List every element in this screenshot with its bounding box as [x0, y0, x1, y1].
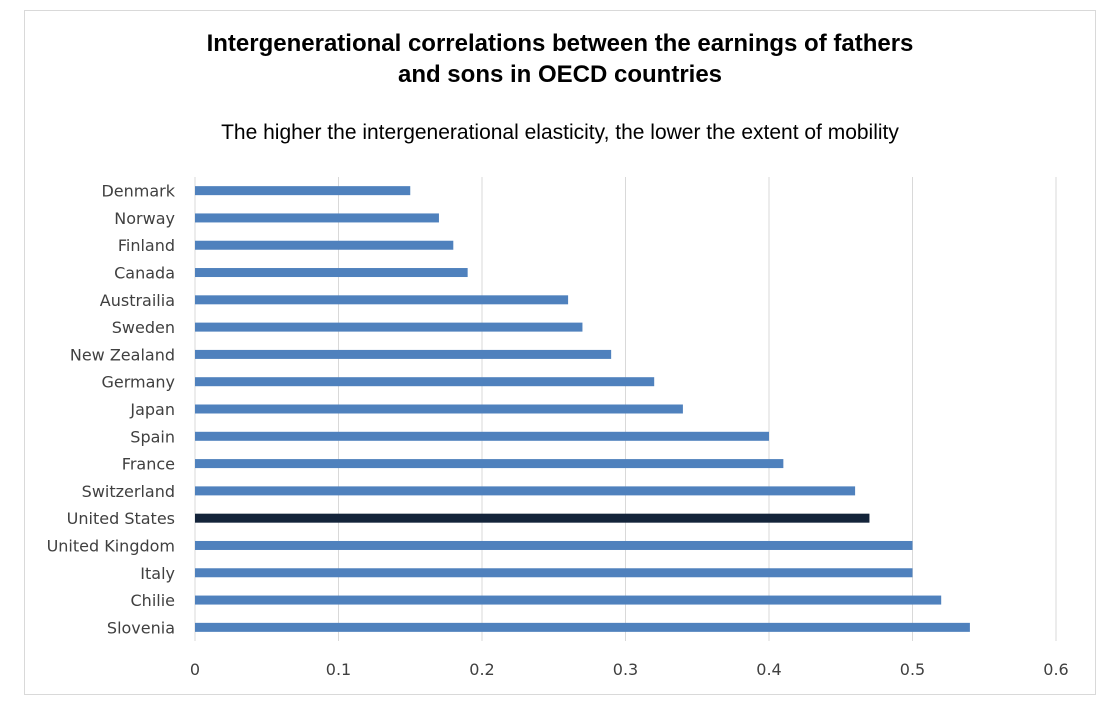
category-label: Chilie [131, 591, 176, 610]
category-label: United Kingdom [47, 536, 175, 555]
category-label: Sweden [112, 318, 175, 337]
category-label: Germany [101, 373, 175, 392]
category-label: France [122, 455, 175, 474]
category-labels: Denmark Norway Finland Canada Austrailia Swed… [47, 182, 176, 638]
x-tick-label: 0.4 [756, 660, 781, 679]
chart-title-line-1: Intergenerational correlations between t… [206, 30, 914, 57]
category-label: United States [67, 509, 175, 528]
bar [195, 595, 942, 605]
bar [195, 322, 583, 332]
bar [195, 513, 870, 523]
bar [195, 486, 856, 496]
category-label: Finland [118, 236, 175, 255]
category-label: Slovenia [107, 618, 175, 637]
bar [195, 186, 411, 196]
bar [195, 213, 439, 223]
category-label: New Zealand [70, 345, 175, 364]
category-label: Austrailia [100, 291, 175, 310]
x-tick-labels: 0 0.1 0.2 0.3 0.4 0.5 0.6 [190, 660, 1069, 679]
category-label: Japan [129, 400, 175, 419]
bar [195, 568, 913, 578]
bar [195, 377, 655, 387]
bar [195, 404, 683, 414]
bar [195, 431, 769, 441]
bar [195, 295, 569, 305]
chart-subtitle: The higher the intergenerational elastic… [221, 121, 899, 144]
chart-title: Intergenerational correlations between t… [0, 28, 1120, 90]
bar [195, 268, 468, 278]
category-label: Switzerland [82, 482, 175, 501]
bar [195, 349, 612, 359]
category-label: Denmark [101, 182, 175, 201]
category-label: Spain [130, 427, 175, 446]
x-tick-label: 0 [190, 660, 200, 679]
x-tick-label: 0.6 [1043, 660, 1068, 679]
x-tick-label: 0.2 [469, 660, 494, 679]
category-label: Italy [140, 564, 175, 583]
bar [195, 540, 913, 550]
x-tick-label: 0.1 [326, 660, 351, 679]
chart-title-line-2: and sons in OECD countries [397, 61, 723, 88]
bars [195, 186, 970, 632]
x-tick-label: 0.5 [900, 660, 925, 679]
bar [195, 459, 784, 469]
x-tick-label: 0.3 [613, 660, 638, 679]
category-label: Norway [114, 209, 175, 228]
bar [195, 622, 970, 632]
bar [195, 240, 454, 250]
category-label: Canada [114, 264, 175, 283]
